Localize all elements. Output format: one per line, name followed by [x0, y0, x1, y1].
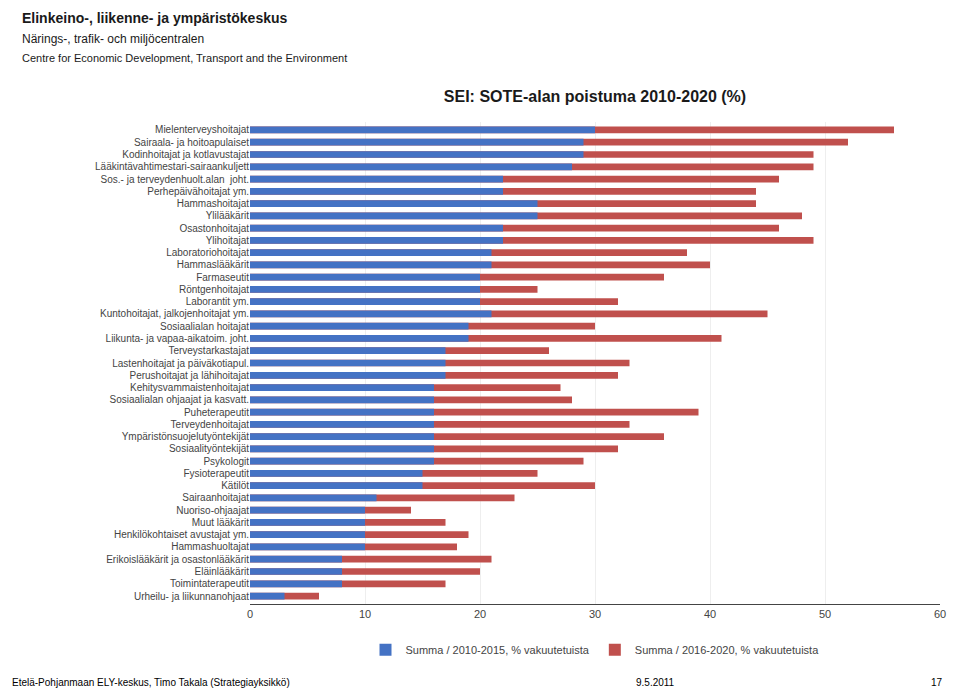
svg-text:Fysioterapeutit: Fysioterapeutit	[183, 468, 249, 479]
svg-text:Summa / 2016-2020, % vakuutetu: Summa / 2016-2020, % vakuutetuista	[635, 644, 819, 656]
svg-text:Hammaslääkärit: Hammaslääkärit	[177, 259, 249, 270]
svg-text:Sos.- ja terveydenhuolt.alan: Sos.- ja terveydenhuolt.alan joht.	[101, 174, 249, 185]
svg-text:Eläinlääkärit: Eläinlääkärit	[195, 566, 250, 577]
svg-text:Hammashuoltajat: Hammashuoltajat	[171, 541, 249, 552]
svg-text:Nuoriso-ohjaajat: Nuoriso-ohjaajat	[176, 505, 249, 516]
svg-text:Sosiaalialan hoitajat: Sosiaalialan hoitajat	[160, 321, 249, 332]
svg-text:SEI: SOTE-alan poistuma 2010-2: SEI: SOTE-alan poistuma 2010-2020 (%)	[444, 88, 746, 105]
svg-text:Liikunta- ja vapaa-aikatoim. j: Liikunta- ja vapaa-aikatoim. joht.	[106, 333, 249, 344]
svg-text:Lastenhoitajat ja päiväkotiapu: Lastenhoitajat ja päiväkotiapul.	[112, 358, 249, 369]
svg-text:Osastonhoitajat: Osastonhoitajat	[180, 223, 250, 234]
svg-text:Ylihoitajat: Ylihoitajat	[206, 235, 250, 246]
svg-text:30: 30	[589, 608, 601, 620]
svg-text:Erikoislääkärit ja osastonlääk: Erikoislääkärit ja osastonlääkärit	[106, 554, 249, 565]
svg-text:20: 20	[474, 608, 486, 620]
svg-text:Hammashoitajat: Hammashoitajat	[177, 198, 249, 209]
svg-text:Mielenterveyshoitajat: Mielenterveyshoitajat	[155, 124, 249, 135]
svg-text:40: 40	[704, 608, 716, 620]
svg-text:17: 17	[931, 677, 943, 688]
svg-text:Sairaanhoitajat: Sairaanhoitajat	[182, 492, 249, 503]
svg-text:60: 60	[934, 608, 946, 620]
svg-text:Terveystarkastajat: Terveystarkastajat	[168, 345, 249, 356]
svg-text:Ympäristönsuojelutyöntekijät: Ympäristönsuojelutyöntekijät	[122, 431, 250, 442]
svg-text:Perhepäivähoitajat ym.: Perhepäivähoitajat ym.	[147, 186, 249, 197]
svg-text:Kehitysvammaistenhoitajat: Kehitysvammaistenhoitajat	[130, 382, 249, 393]
svg-text:Sosiaalialan ohjaajat ja kasva: Sosiaalialan ohjaajat ja kasvatt.	[109, 394, 249, 405]
svg-text:Ylilääkärit: Ylilääkärit	[206, 210, 250, 221]
svg-text:Elinkeino-, liikenne- ja ympär: Elinkeino-, liikenne- ja ympäristökeskus	[22, 10, 288, 26]
svg-text:Laborantit ym.: Laborantit ym.	[186, 296, 249, 307]
svg-text:Kätilöt: Kätilöt	[221, 480, 249, 491]
svg-text:Terveydenhoitajat: Terveydenhoitajat	[171, 419, 250, 430]
svg-text:0: 0	[247, 608, 253, 620]
svg-text:Röntgenhoitajat: Röntgenhoitajat	[179, 284, 249, 295]
svg-text:Psykologit: Psykologit	[203, 456, 249, 467]
svg-text:Farmaseutit: Farmaseutit	[196, 272, 249, 283]
svg-text:Muut lääkärit: Muut lääkärit	[192, 517, 249, 528]
svg-text:Henkilökohtaiset avustajat ym.: Henkilökohtaiset avustajat ym.	[114, 529, 249, 540]
svg-text:Centre for Economic Developmen: Centre for Economic Development, Transpo…	[22, 52, 347, 64]
svg-text:Sairaala- ja hoitoapulaiset: Sairaala- ja hoitoapulaiset	[134, 137, 249, 148]
svg-text:10: 10	[359, 608, 371, 620]
svg-text:9.5.2011: 9.5.2011	[636, 677, 675, 688]
svg-text:Toimintaterapeutit: Toimintaterapeutit	[170, 578, 249, 589]
svg-text:Urheilu- ja liikunnanohjaat: Urheilu- ja liikunnanohjaat	[134, 591, 249, 602]
svg-text:Kuntohoitajat, jalkojenhoitaja: Kuntohoitajat, jalkojenhoitajat ym.	[100, 308, 249, 319]
svg-text:Sosiaalityöntekijät: Sosiaalityöntekijät	[169, 443, 249, 454]
svg-text:Perushoitajat ja lähihoitajat: Perushoitajat ja lähihoitajat	[129, 370, 249, 381]
svg-text:Puheterapeutit: Puheterapeutit	[184, 407, 249, 418]
svg-text:Närings-, trafik- och miljöcen: Närings-, trafik- och miljöcentralen	[22, 32, 204, 46]
svg-text:50: 50	[819, 608, 831, 620]
svg-text:Kodinhoitajat ja kotlavustajat: Kodinhoitajat ja kotlavustajat	[122, 149, 249, 160]
svg-text:Etelä-Pohjanmaan ELY-keskus, T: Etelä-Pohjanmaan ELY-keskus, Timo Takala…	[12, 677, 290, 688]
svg-text:Summa / 2010-2015, % vakuutetu: Summa / 2010-2015, % vakuutetuista	[406, 644, 590, 656]
svg-text:Laboratoriohoitajat: Laboratoriohoitajat	[166, 247, 249, 258]
svg-text:Lääkintävahtimestari-sairaanku: Lääkintävahtimestari-sairaankuljett	[95, 161, 249, 172]
